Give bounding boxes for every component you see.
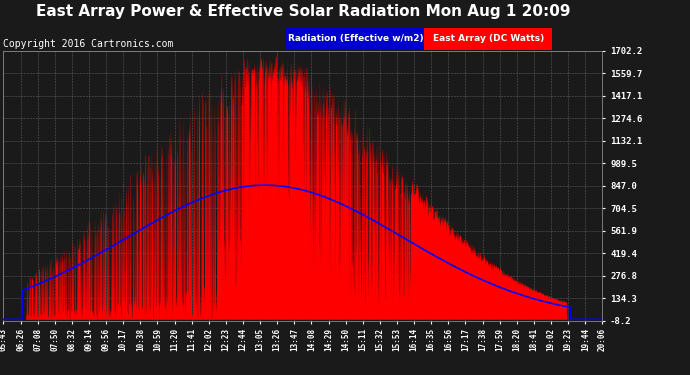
Text: East Array Power & Effective Solar Radiation Mon Aug 1 20:09: East Array Power & Effective Solar Radia… bbox=[37, 4, 571, 19]
Text: Radiation (Effective w/m2): Radiation (Effective w/m2) bbox=[288, 34, 423, 43]
Text: Copyright 2016 Cartronics.com: Copyright 2016 Cartronics.com bbox=[3, 39, 174, 50]
Text: East Array (DC Watts): East Array (DC Watts) bbox=[433, 34, 544, 43]
